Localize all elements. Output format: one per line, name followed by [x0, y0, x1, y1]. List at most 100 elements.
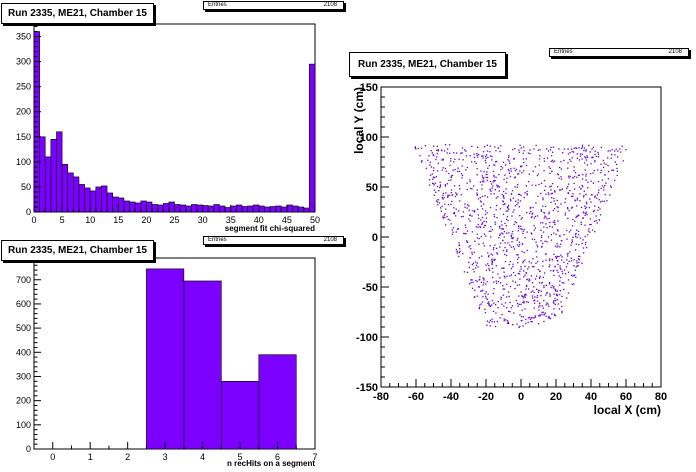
data-point [569, 190, 571, 192]
data-point [556, 290, 558, 292]
data-point [577, 174, 580, 176]
data-point [513, 248, 516, 250]
data-point [507, 207, 509, 209]
data-point [499, 317, 501, 319]
data-point [582, 186, 584, 188]
data-point [570, 242, 573, 244]
data-point [539, 314, 541, 316]
data-point [500, 168, 502, 171]
data-point [534, 315, 536, 317]
data-point [522, 261, 524, 264]
data-point [571, 240, 574, 243]
data-point [584, 208, 587, 210]
data-point [559, 280, 561, 282]
data-point [491, 299, 494, 302]
x-tick-label: 4 [200, 452, 205, 462]
data-point [471, 231, 473, 233]
data-point [573, 170, 575, 172]
data-point [441, 197, 443, 199]
data-point [550, 146, 552, 149]
data-point [465, 169, 467, 171]
data-point [509, 175, 512, 178]
data-point [548, 193, 550, 196]
data-point [566, 259, 568, 261]
data-point [575, 205, 578, 207]
data-point [561, 295, 563, 298]
data-point [593, 169, 596, 172]
data-point [549, 221, 551, 224]
data-point [447, 218, 449, 221]
data-point [499, 277, 501, 279]
data-point [554, 297, 556, 300]
data-point [514, 274, 517, 277]
data-point [582, 239, 584, 241]
data-point [481, 208, 484, 210]
data-point [581, 153, 583, 155]
data-point [566, 253, 569, 255]
data-point [527, 321, 529, 324]
data-point [513, 209, 515, 211]
data-point [553, 302, 555, 304]
data-point [523, 270, 525, 272]
histogram-bar [84, 187, 91, 213]
data-point [553, 219, 556, 222]
data-point [508, 170, 510, 172]
data-point [488, 269, 491, 271]
data-point [471, 215, 473, 217]
data-point [486, 144, 489, 146]
data-point [427, 159, 429, 161]
data-point [468, 218, 470, 220]
data-point [594, 153, 596, 156]
data-point [573, 182, 575, 185]
data-point [491, 267, 493, 270]
data-point [536, 246, 539, 248]
data-point [435, 158, 437, 161]
data-point [526, 278, 528, 281]
data-point [585, 173, 587, 175]
histogram-bar [78, 184, 85, 213]
data-point [523, 276, 525, 278]
data-point [543, 217, 545, 219]
data-point [553, 300, 555, 302]
data-point [557, 230, 559, 232]
data-point [506, 232, 508, 234]
data-point [607, 150, 609, 152]
data-point [539, 315, 541, 317]
data-point [565, 198, 567, 200]
data-point [469, 220, 471, 222]
data-point [479, 197, 481, 199]
data-point [484, 224, 486, 227]
data-point [460, 173, 463, 175]
data-point [614, 161, 616, 163]
data-point [556, 293, 558, 295]
data-point [537, 149, 539, 151]
data-point [542, 311, 544, 313]
data-point [555, 294, 558, 296]
data-point [476, 233, 478, 236]
histogram-bar [140, 200, 147, 213]
data-point [454, 168, 456, 171]
data-point [516, 186, 518, 188]
data-point [584, 224, 586, 226]
data-point [552, 146, 555, 148]
data-point [542, 276, 545, 278]
data-point [520, 166, 522, 168]
data-point [499, 227, 501, 229]
data-point [451, 200, 453, 203]
data-point [489, 305, 492, 308]
data-point [455, 231, 457, 233]
data-point [615, 148, 617, 150]
data-point [501, 193, 503, 196]
data-point [501, 267, 503, 269]
data-point [452, 169, 454, 171]
data-point [548, 305, 550, 307]
data-point [504, 302, 507, 304]
data-point [539, 275, 541, 278]
data-point [582, 173, 584, 176]
data-point [566, 187, 568, 190]
data-point [578, 243, 580, 246]
data-point [450, 192, 452, 194]
y-tick-label: 0 [26, 444, 31, 454]
data-point [477, 226, 479, 228]
data-point [580, 147, 583, 149]
